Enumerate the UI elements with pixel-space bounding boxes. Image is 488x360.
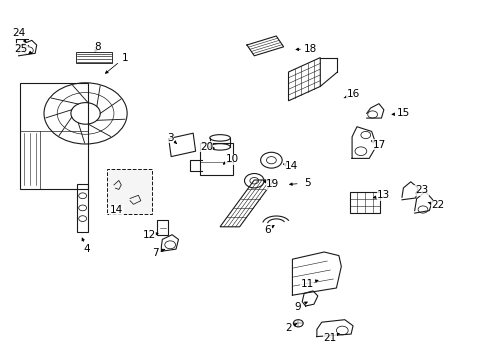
Bar xyxy=(77,184,88,232)
Text: 19: 19 xyxy=(265,179,279,189)
Text: 2: 2 xyxy=(285,323,291,333)
Text: 14: 14 xyxy=(284,161,298,171)
Bar xyxy=(76,52,112,63)
Text: 17: 17 xyxy=(371,140,385,150)
Text: 3: 3 xyxy=(166,132,173,143)
Text: 25: 25 xyxy=(14,44,27,54)
Text: 7: 7 xyxy=(152,248,159,258)
Text: 18: 18 xyxy=(303,44,317,54)
Text: 9: 9 xyxy=(293,302,300,312)
Text: 22: 22 xyxy=(430,200,444,210)
Text: 4: 4 xyxy=(83,244,90,254)
Text: 20: 20 xyxy=(200,142,212,152)
Text: 15: 15 xyxy=(396,108,409,118)
Bar xyxy=(199,143,232,175)
Text: 24: 24 xyxy=(12,28,25,38)
Bar xyxy=(157,220,168,235)
Text: 21: 21 xyxy=(323,333,336,343)
Text: 12: 12 xyxy=(142,230,156,240)
Text: 5: 5 xyxy=(303,178,310,188)
Text: 6: 6 xyxy=(264,225,271,235)
Text: 1: 1 xyxy=(121,53,128,63)
Bar xyxy=(106,169,151,214)
Text: 14: 14 xyxy=(109,204,123,215)
Text: 8: 8 xyxy=(94,42,101,52)
Text: 11: 11 xyxy=(300,279,313,289)
Text: 10: 10 xyxy=(225,154,238,164)
Text: 23: 23 xyxy=(414,185,427,195)
Text: 16: 16 xyxy=(346,89,359,99)
Bar xyxy=(20,83,88,189)
Text: 13: 13 xyxy=(376,190,390,200)
